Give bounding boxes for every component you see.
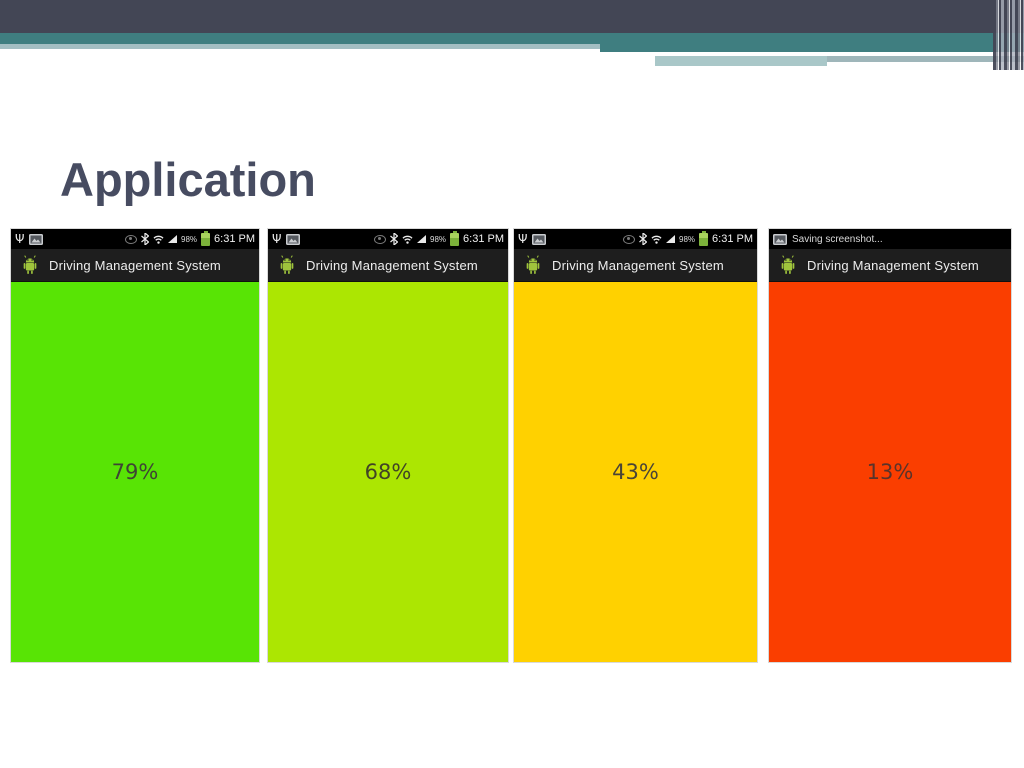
gray-band bbox=[827, 56, 1024, 62]
signal-icon bbox=[666, 235, 676, 243]
status-bar: Ψ 98% 6:31 PM bbox=[268, 229, 508, 249]
image-icon bbox=[29, 233, 44, 245]
wifi-icon bbox=[402, 235, 413, 244]
score-label: 68% bbox=[364, 460, 412, 484]
app-title: Driving Management System bbox=[807, 257, 979, 273]
status-bar: Ψ 98% 6:31 PM bbox=[514, 229, 757, 249]
android-icon bbox=[23, 255, 37, 274]
usb-icon: Ψ bbox=[518, 232, 528, 246]
header-slate-bar bbox=[0, 0, 1024, 33]
battery-icon bbox=[201, 230, 211, 246]
status-time: 6:31 PM bbox=[463, 233, 504, 245]
phone-screenshot-4: Saving screenshot... Driving Management … bbox=[768, 228, 1012, 663]
status-time: 6:31 PM bbox=[214, 233, 255, 245]
image-icon bbox=[286, 233, 301, 245]
saving-screenshot-message: Saving screenshot... bbox=[792, 233, 883, 245]
signal-icon bbox=[168, 235, 178, 243]
status-bar: Saving screenshot... bbox=[769, 229, 1011, 249]
phone-screenshot-1: Ψ 98% 6:31 PM Driving Management System … bbox=[10, 228, 260, 663]
app-screen: 68% bbox=[268, 282, 508, 662]
teal-band bbox=[0, 33, 1024, 44]
app-bar: Driving Management System bbox=[769, 249, 1011, 282]
app-screen: 43% bbox=[514, 282, 757, 662]
app-screen: 79% bbox=[11, 282, 259, 662]
battery-percent: 98% bbox=[679, 234, 696, 244]
status-right-icons: 98% 6:31 PM bbox=[623, 230, 753, 246]
app-bar: Driving Management System bbox=[514, 249, 757, 282]
slide-title: Application bbox=[60, 153, 316, 206]
light-band bbox=[0, 44, 1024, 49]
battery-percent: 98% bbox=[430, 234, 447, 244]
app-title: Driving Management System bbox=[49, 257, 221, 273]
smart-stay-eye-icon bbox=[125, 234, 138, 244]
android-icon bbox=[526, 255, 540, 274]
bluetooth-icon bbox=[141, 233, 150, 245]
battery-icon bbox=[699, 230, 709, 246]
status-left-icons: Ψ bbox=[15, 232, 44, 246]
score-label: 43% bbox=[612, 460, 659, 484]
wifi-icon bbox=[651, 235, 662, 244]
smart-stay-eye-icon bbox=[623, 234, 636, 244]
usb-icon: Ψ bbox=[15, 232, 25, 246]
score-label: 13% bbox=[866, 460, 914, 484]
usb-icon: Ψ bbox=[272, 232, 282, 246]
app-bar: Driving Management System bbox=[268, 249, 508, 282]
status-bar: Ψ 98% 6:31 PM bbox=[11, 229, 259, 249]
bluetooth-icon bbox=[390, 233, 399, 245]
android-icon bbox=[280, 255, 294, 274]
signal-icon bbox=[417, 235, 427, 243]
phone-screenshot-2: Ψ 98% 6:31 PM Driving Management System … bbox=[267, 228, 509, 663]
white-stripe bbox=[655, 52, 948, 56]
light-teal-band bbox=[655, 56, 827, 66]
score-label: 79% bbox=[111, 460, 159, 484]
battery-percent: 98% bbox=[181, 234, 198, 244]
phone-screenshot-3: Ψ 98% 6:31 PM Driving Management System … bbox=[513, 228, 758, 663]
status-right-icons: 98% 6:31 PM bbox=[125, 230, 255, 246]
status-left-icons: Saving screenshot... bbox=[773, 233, 883, 245]
status-right-icons: 98% 6:31 PM bbox=[374, 230, 504, 246]
status-left-icons: Ψ bbox=[272, 232, 301, 246]
corner-pinstripes-decoration bbox=[993, 0, 1024, 70]
app-bar: Driving Management System bbox=[11, 249, 259, 282]
image-icon bbox=[532, 233, 547, 245]
bluetooth-icon bbox=[639, 233, 648, 245]
battery-icon bbox=[450, 230, 460, 246]
image-icon bbox=[773, 233, 787, 245]
status-left-icons: Ψ bbox=[518, 232, 547, 246]
android-icon bbox=[781, 255, 795, 274]
app-screen: 13% bbox=[769, 282, 1011, 662]
smart-stay-eye-icon bbox=[374, 234, 387, 244]
wifi-icon bbox=[153, 235, 164, 244]
teal-band-extension bbox=[600, 44, 1024, 52]
app-title: Driving Management System bbox=[306, 257, 478, 273]
status-time: 6:31 PM bbox=[712, 233, 753, 245]
app-title: Driving Management System bbox=[552, 257, 724, 273]
